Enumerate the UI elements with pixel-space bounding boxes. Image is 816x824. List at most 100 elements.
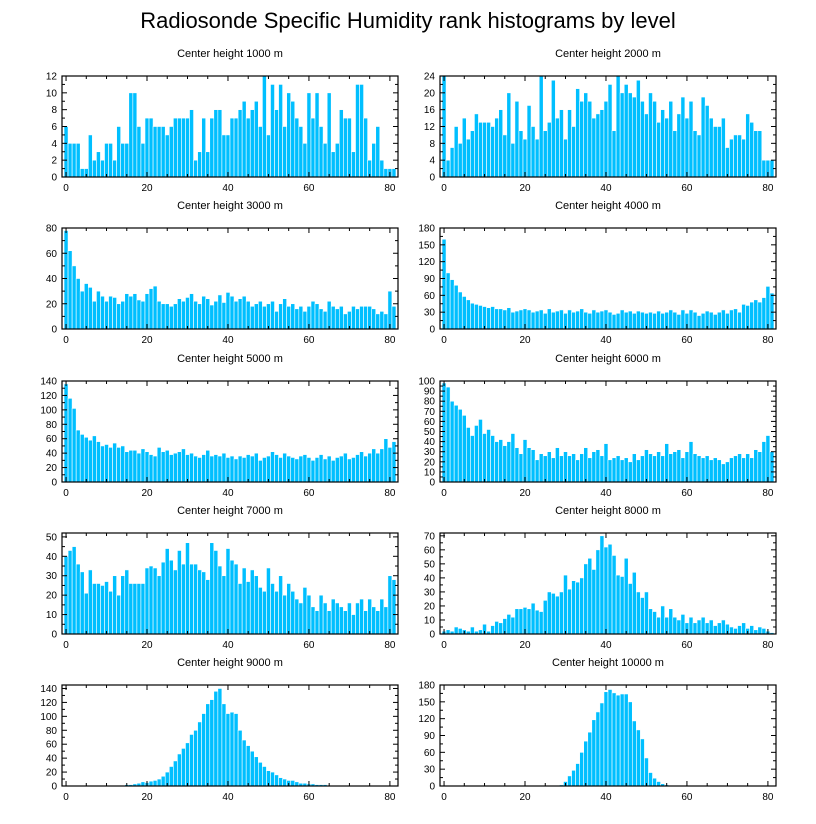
y-tick-label: 0	[429, 478, 435, 489]
histogram-bar	[318, 126, 324, 178]
histogram-bar	[282, 778, 287, 787]
histogram-bar	[164, 449, 170, 483]
y-tick-label: 12	[424, 122, 436, 133]
histogram-bar	[330, 305, 336, 330]
histogram-bar	[757, 301, 763, 330]
histogram-bar	[741, 457, 746, 483]
histogram-bar	[136, 583, 142, 635]
histogram-bar	[124, 293, 130, 330]
histogram-bar	[445, 386, 451, 483]
histogram-bar	[688, 441, 694, 483]
histogram-bar	[266, 567, 271, 635]
histogram-bar	[721, 463, 726, 483]
histogram-bar	[205, 449, 211, 483]
histogram-bar	[245, 300, 251, 330]
histogram-bar	[164, 134, 170, 178]
histogram-bar	[603, 691, 609, 787]
histogram-bar	[595, 549, 601, 635]
histogram-bar	[542, 455, 548, 483]
histogram-bar	[555, 310, 560, 330]
histogram-bar	[615, 574, 621, 635]
histogram-bar	[733, 134, 738, 178]
histogram-bar	[652, 611, 657, 635]
histogram-bar	[587, 731, 593, 787]
histogram-bar	[266, 303, 271, 330]
histogram-bar	[181, 748, 186, 787]
histogram-bar	[579, 100, 585, 178]
histogram-bar	[383, 438, 389, 483]
histogram-bar	[506, 92, 512, 178]
histogram-bar	[209, 304, 215, 330]
histogram-bar	[347, 117, 352, 178]
histogram-bar	[591, 309, 597, 330]
histogram-bar	[197, 569, 202, 635]
histogram-bar	[599, 702, 605, 787]
x-tick-label: 20	[141, 640, 153, 651]
histogram-bar	[132, 293, 138, 330]
histogram-bar	[245, 454, 251, 483]
histogram-bar	[692, 622, 698, 635]
histogram-bar	[631, 96, 637, 178]
histogram-bar	[375, 610, 381, 635]
histogram-bar	[96, 583, 101, 635]
histogram-bar	[217, 565, 223, 635]
histogram-bar	[160, 775, 166, 787]
histogram-bar	[185, 297, 190, 330]
histogram-bar	[148, 454, 154, 483]
histogram-bar	[725, 147, 730, 178]
histogram-bar	[583, 740, 589, 787]
histogram-bar	[140, 143, 146, 178]
histogram-bar	[737, 453, 742, 483]
histogram-bar	[599, 109, 605, 178]
histogram-bar	[71, 143, 77, 178]
histogram-bar	[116, 594, 121, 635]
histogram-bar	[591, 569, 597, 635]
histogram-bar	[67, 143, 73, 178]
histogram-bar	[173, 569, 178, 635]
histogram-bar	[104, 581, 109, 635]
histogram-bar	[148, 288, 154, 330]
y-tick-label: 0	[51, 630, 57, 641]
histogram-bar	[270, 583, 275, 635]
histogram-bar	[334, 457, 340, 483]
histogram-bar	[640, 100, 645, 178]
histogram-bar	[708, 117, 714, 178]
histogram-bar	[185, 742, 190, 787]
histogram-bar	[490, 435, 495, 483]
histogram-bar	[306, 594, 312, 635]
histogram-bar	[603, 100, 609, 178]
histogram-bar	[92, 159, 97, 178]
histogram-bar	[765, 286, 771, 330]
histogram-bar	[498, 439, 504, 483]
histogram-bar	[75, 278, 81, 330]
histogram-bar	[67, 550, 73, 635]
histogram-bar	[607, 543, 613, 635]
histogram-bar	[128, 583, 134, 635]
histogram-bar	[668, 309, 674, 330]
histogram-bar	[290, 780, 296, 787]
y-tick-label: 6	[51, 122, 57, 133]
histogram-bar	[88, 569, 93, 635]
histogram-bar	[445, 629, 451, 635]
histogram-bar	[470, 130, 475, 178]
x-tick-label: 80	[762, 183, 774, 194]
histogram-bar	[567, 109, 572, 178]
histogram-bar	[237, 109, 243, 178]
panel-title: Center height 2000 m	[555, 48, 661, 60]
y-tick-label: 60	[46, 740, 58, 751]
histogram-panel-3: Center height 3000 m 0 20 40 60 80 0 20 40 60 80	[46, 200, 399, 346]
histogram-bar	[274, 109, 279, 178]
histogram-bar	[363, 117, 368, 178]
y-tick-label: 10	[46, 610, 58, 621]
histogram-bar	[688, 100, 694, 178]
panel-title: Center height 4000 m	[555, 200, 661, 212]
x-tick-label: 80	[762, 792, 774, 803]
histogram-bar	[583, 447, 589, 483]
histogram-bar	[314, 457, 320, 483]
y-tick-label: 120	[40, 698, 57, 709]
histogram-bar	[334, 143, 340, 178]
histogram-bar	[644, 113, 649, 178]
x-tick-label: 40	[222, 640, 234, 651]
x-tick-label: 80	[384, 640, 396, 651]
